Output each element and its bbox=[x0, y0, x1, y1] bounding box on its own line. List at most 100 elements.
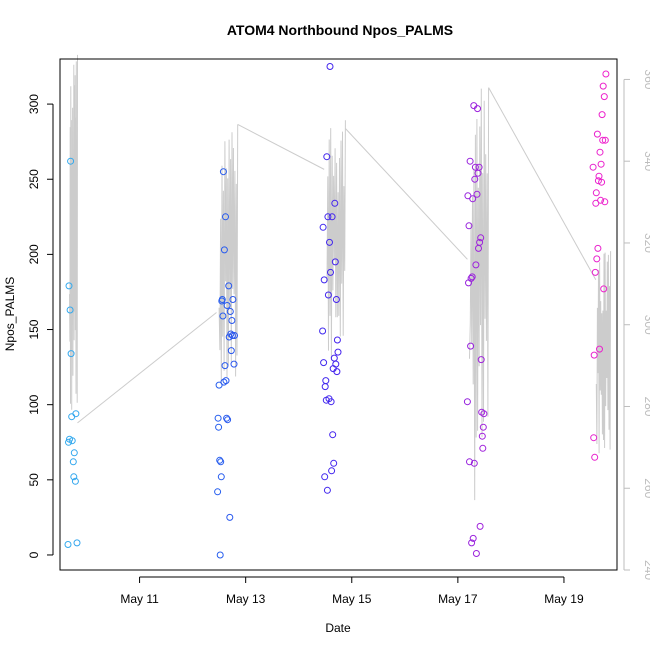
data-point bbox=[591, 268, 599, 276]
data-point bbox=[66, 306, 74, 314]
data-point bbox=[475, 163, 483, 171]
data-point bbox=[469, 195, 477, 203]
data-point bbox=[217, 473, 225, 481]
data-point bbox=[602, 70, 610, 78]
data-point bbox=[222, 377, 230, 385]
data-point bbox=[469, 534, 477, 542]
data-point bbox=[473, 190, 481, 198]
data-point bbox=[477, 356, 485, 364]
data-point bbox=[595, 172, 603, 180]
data-point bbox=[216, 551, 224, 559]
x-axis: May 11 May 13 May 15 May 17 May 19 bbox=[120, 576, 584, 606]
data-point bbox=[321, 383, 329, 391]
line-connector bbox=[77, 312, 217, 424]
data-point bbox=[596, 148, 604, 156]
data-point bbox=[64, 541, 72, 548]
data-point bbox=[327, 398, 335, 406]
data-point bbox=[319, 223, 327, 231]
data-point bbox=[332, 360, 340, 368]
data-point bbox=[328, 467, 336, 475]
y-tick-label: 250 bbox=[27, 169, 41, 189]
data-point bbox=[590, 351, 598, 359]
data-point bbox=[226, 513, 234, 521]
data-point bbox=[220, 246, 228, 254]
x-axis-label: Date bbox=[325, 621, 351, 635]
data-point bbox=[219, 312, 227, 320]
y-axis-left: 0 50 100 150 200 250 300 bbox=[27, 94, 54, 558]
data-point bbox=[219, 168, 227, 176]
data-point bbox=[68, 413, 76, 421]
y2-tick-label: 240 bbox=[642, 560, 650, 580]
data-point bbox=[65, 438, 72, 446]
y2-tick-label: 280 bbox=[642, 396, 650, 416]
data-point bbox=[465, 222, 473, 230]
data-point bbox=[328, 213, 336, 221]
data-point bbox=[217, 458, 225, 466]
data-point bbox=[466, 157, 474, 165]
data-point bbox=[478, 432, 486, 440]
line-cluster bbox=[595, 251, 612, 454]
data-point bbox=[330, 459, 338, 467]
data-point bbox=[463, 398, 471, 406]
data-point bbox=[70, 449, 78, 457]
line-series bbox=[69, 54, 612, 501]
data-point bbox=[333, 368, 341, 376]
data-point bbox=[67, 157, 75, 165]
data-point bbox=[327, 268, 334, 276]
y-tick-label: 300 bbox=[27, 94, 41, 114]
data-point bbox=[596, 345, 603, 353]
data-point bbox=[591, 453, 599, 461]
data-point bbox=[73, 539, 81, 547]
data-point bbox=[67, 350, 75, 358]
data-point bbox=[230, 360, 238, 368]
data-point bbox=[600, 285, 608, 293]
y2-tick-label: 360 bbox=[642, 69, 650, 89]
y-tick-label: 150 bbox=[27, 319, 41, 339]
data-point bbox=[214, 488, 222, 496]
data-point bbox=[226, 308, 234, 315]
data-point bbox=[323, 153, 331, 161]
y2-tick-label: 320 bbox=[642, 233, 650, 253]
data-point bbox=[470, 459, 478, 467]
data-point bbox=[323, 486, 331, 494]
plot-frame bbox=[59, 58, 618, 571]
data-point bbox=[215, 423, 223, 431]
data-point bbox=[332, 296, 340, 303]
data-point bbox=[479, 444, 487, 452]
data-point bbox=[471, 163, 479, 171]
data-point bbox=[467, 274, 475, 282]
y2-tick-label: 340 bbox=[642, 151, 650, 171]
data-point bbox=[70, 473, 78, 481]
data-point bbox=[476, 238, 484, 246]
y2-tick-label: 300 bbox=[642, 315, 650, 335]
data-point bbox=[321, 473, 329, 481]
line-cluster bbox=[469, 87, 490, 501]
point-series bbox=[64, 63, 610, 559]
data-point bbox=[594, 177, 602, 185]
line-connector bbox=[345, 128, 468, 260]
data-point bbox=[326, 238, 333, 246]
y-tick-label: 0 bbox=[27, 551, 41, 558]
data-point bbox=[334, 348, 342, 356]
data-point bbox=[472, 261, 480, 269]
data-point bbox=[479, 423, 487, 431]
data-point bbox=[592, 189, 600, 197]
data-point bbox=[468, 539, 476, 547]
x-tick-label: May 17 bbox=[438, 592, 478, 606]
data-point bbox=[467, 342, 475, 350]
line-cluster bbox=[218, 124, 239, 383]
data-point bbox=[589, 163, 597, 171]
data-point bbox=[466, 458, 473, 466]
data-point bbox=[221, 362, 229, 370]
data-point bbox=[224, 416, 232, 424]
data-point bbox=[331, 258, 339, 266]
data-point bbox=[601, 136, 609, 144]
data-point bbox=[599, 136, 607, 144]
y-axis-label: Npos_PALMS bbox=[3, 277, 17, 351]
data-point bbox=[69, 458, 77, 466]
y-tick-label: 200 bbox=[27, 244, 41, 264]
data-point bbox=[225, 282, 233, 290]
data-point bbox=[597, 196, 605, 204]
data-point bbox=[223, 302, 231, 309]
